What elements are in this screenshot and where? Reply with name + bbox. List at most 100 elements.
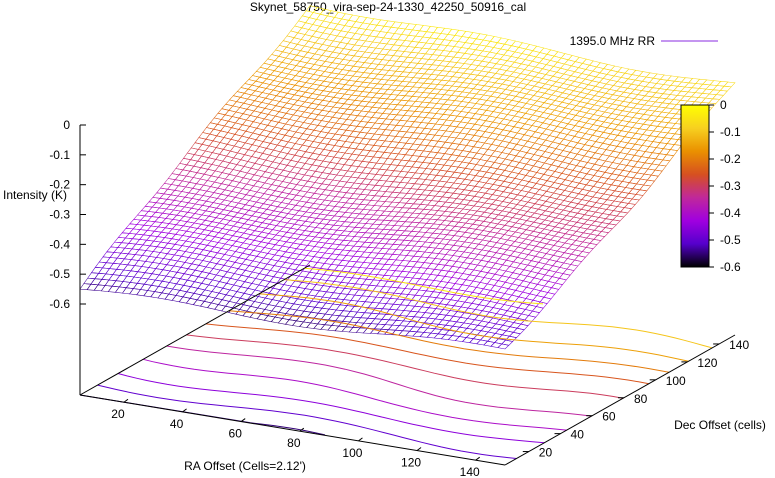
- surface-cell: [289, 37, 302, 45]
- surface-cell: [574, 245, 587, 252]
- surface-cell: [212, 135, 225, 143]
- surface-cell: [234, 129, 247, 137]
- surface-cell: [502, 320, 515, 328]
- surface-cell: [213, 112, 226, 120]
- surface-cell: [244, 200, 257, 207]
- surface-cell: [508, 90, 521, 97]
- surface-cell: [269, 70, 282, 77]
- surface-cell: [223, 132, 236, 140]
- surface-cell: [568, 234, 581, 241]
- surface-cell: [549, 119, 562, 127]
- surface-cell: [497, 210, 510, 217]
- surface-cell: [529, 85, 542, 92]
- surface-cell: [261, 159, 274, 168]
- surface-cell: [507, 45, 520, 53]
- surface-cell: [248, 205, 261, 213]
- surface-cell: [558, 161, 570, 169]
- x-axis-label: RA Offset (Cells=2.12'): [184, 459, 306, 473]
- surface-cell: [515, 274, 528, 282]
- surface-cell: [521, 48, 534, 56]
- surface-cell: [535, 301, 548, 309]
- surface-cell: [540, 162, 552, 170]
- surface-cell: [264, 166, 277, 174]
- surface-cell: [233, 212, 246, 219]
- surface-cell: [532, 236, 545, 243]
- surface-cell: [511, 278, 524, 286]
- surface-cell: [257, 176, 269, 184]
- surface-cell: [570, 197, 583, 205]
- surface-cell: [251, 139, 264, 147]
- surface-cell: [533, 160, 545, 169]
- surface-cell: [308, 24, 321, 32]
- surface-cell: [518, 280, 531, 288]
- x-tick-label: 120: [401, 456, 421, 470]
- surface-cell: [520, 258, 533, 266]
- surface-cell: [520, 196, 533, 203]
- surface-cell: [592, 119, 605, 127]
- surface-cell: [241, 204, 254, 211]
- surface-cell: [544, 89, 557, 96]
- surface-cell: [528, 104, 541, 112]
- surface-cell: [563, 258, 576, 265]
- surface-cell: [499, 234, 512, 241]
- y-tick-label: 100: [666, 374, 686, 388]
- surface-cell: [577, 251, 590, 258]
- surface-cell: [533, 283, 545, 292]
- surface-cell: [563, 134, 575, 142]
- surface-cell: [229, 157, 242, 165]
- surface-cell: [227, 191, 240, 198]
- surface-cell: [255, 197, 268, 205]
- surface-cell: [586, 168, 599, 176]
- surface-cell: [567, 244, 580, 251]
- surface-cell: [286, 88, 299, 96]
- surface-cell: [256, 187, 269, 194]
- surface-cell: [558, 209, 571, 216]
- surface-cell: [533, 81, 546, 89]
- surface-cell: [564, 174, 577, 182]
- surface-cell: [221, 294, 234, 302]
- surface-cell: [496, 238, 509, 245]
- surface-cell: [287, 79, 300, 86]
- surface-cell: [498, 324, 511, 332]
- surface-cell: [526, 216, 539, 223]
- surface-cell: [555, 267, 568, 274]
- surface-cell: [256, 123, 269, 131]
- surface-cell: [506, 305, 519, 313]
- surface-cell: [253, 180, 266, 188]
- surface-cell: [268, 161, 281, 169]
- surface-cell: [531, 66, 544, 74]
- surface-cell: [243, 219, 256, 226]
- surface-cell: [274, 111, 287, 119]
- surface-cell: [282, 102, 295, 110]
- surface-cell: [541, 253, 554, 260]
- surface-cell: [235, 170, 248, 179]
- surface-cell: [582, 173, 595, 181]
- surface-cell: [229, 145, 242, 154]
- surface-cell: [516, 127, 529, 136]
- surface-cell: [574, 193, 587, 200]
- surface-cell: [508, 148, 521, 157]
- surface-cell: [515, 285, 527, 293]
- surface-cell: [520, 123, 533, 131]
- surface-cell: [522, 84, 535, 91]
- surface-cell: [511, 95, 524, 103]
- surface-cell: [243, 228, 256, 236]
- surface-cell: [524, 108, 537, 116]
- surface-cell: [518, 42, 531, 50]
- surface-cell: [521, 229, 534, 236]
- surface-cell: [234, 257, 247, 265]
- y-axis-ticks: 20 40 60 80 100 120 140: [522, 338, 749, 460]
- surface-cell: [581, 58, 594, 66]
- surface-cell: [558, 92, 571, 99]
- surface-cell: [545, 124, 558, 132]
- contour-line: [205, 323, 649, 385]
- surface-cell: [234, 202, 247, 210]
- surface-cell: [522, 163, 534, 172]
- surface-cell: [247, 215, 260, 222]
- surface-cell: [255, 76, 268, 84]
- surface-cell: [263, 114, 276, 121]
- surface-cell: [514, 101, 527, 108]
- surface-cell: [263, 58, 276, 66]
- surface-cell: [528, 114, 541, 122]
- surface-cell: [214, 165, 227, 173]
